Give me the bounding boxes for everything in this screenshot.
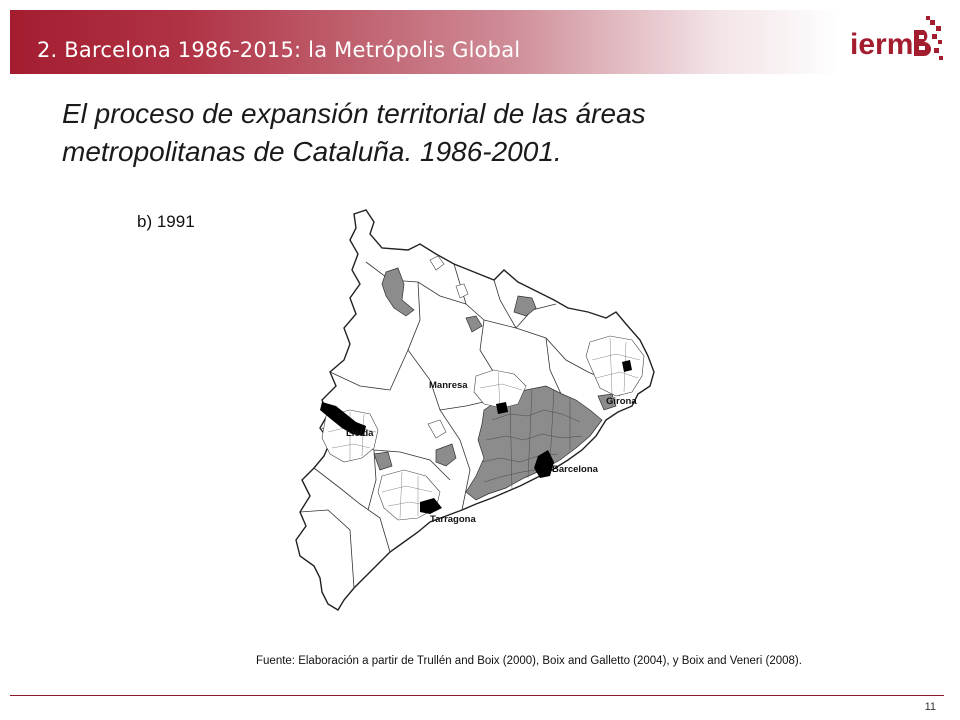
map-svg: Manresa Lleida Girona Barcelona Tarragon…	[295, 209, 655, 611]
label-barcelona: Barcelona	[552, 464, 599, 475]
label-girona: Girona	[606, 396, 637, 407]
tarragona-core	[420, 498, 442, 514]
grey-cluster-west	[373, 451, 393, 471]
label-manresa: Manresa	[429, 380, 468, 391]
catalonia-map: Manresa Lleida Girona Barcelona Tarragon…	[270, 200, 690, 630]
girona-core	[622, 360, 632, 372]
manresa-cluster	[473, 369, 527, 409]
grey-cluster-pyrenees	[513, 295, 537, 317]
iermb-logo: ierm	[848, 14, 944, 70]
footer-divider	[10, 695, 944, 696]
metro-area-texture	[481, 389, 583, 491]
label-tarragona: Tarragona	[430, 514, 476, 525]
source-note: Fuente: Elaboración a partir de Trullén …	[256, 655, 802, 667]
label-lleida: Lleida	[346, 428, 374, 439]
slide-title: El proceso de expansión territorial de l…	[62, 98, 646, 167]
grey-cluster-mid	[465, 315, 483, 333]
manresa-core	[496, 402, 508, 414]
girona-cluster	[585, 335, 645, 397]
barcelona-core	[534, 450, 554, 478]
small-blob	[455, 283, 469, 299]
grey-cluster-north	[381, 267, 415, 317]
svg-text:ierm: ierm	[850, 28, 913, 61]
north-blob	[429, 255, 445, 271]
catalonia-outline	[295, 209, 655, 611]
grey-cluster-central	[435, 443, 457, 467]
grey-cluster-coast	[597, 393, 617, 411]
section-title: 2. Barcelona 1986-2015: la Metrópolis Gl…	[37, 38, 521, 62]
header-band: 2. Barcelona 1986-2015: la Metrópolis Gl…	[10, 10, 840, 74]
lleida-core	[320, 402, 366, 436]
panel-label: b) 1991	[137, 212, 195, 231]
page-number: 11	[924, 701, 936, 713]
logo-graphic: ierm	[850, 16, 943, 61]
central-cluster	[427, 419, 447, 439]
